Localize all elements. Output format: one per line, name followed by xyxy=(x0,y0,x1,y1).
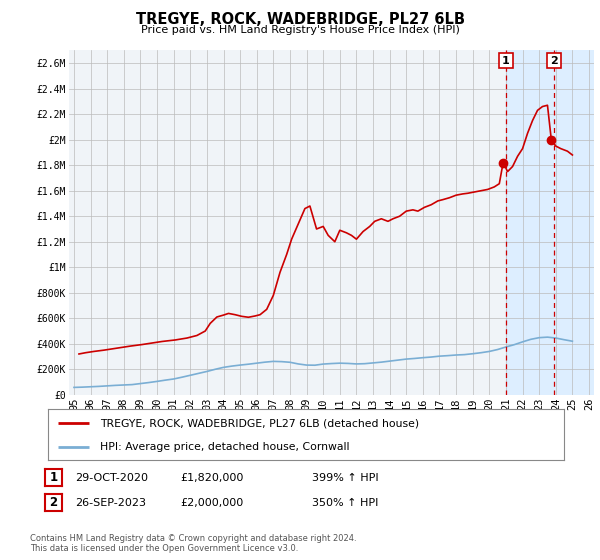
Bar xyxy=(506,50,594,395)
Text: £2,000,000: £2,000,000 xyxy=(180,498,243,508)
Text: TREGYE, ROCK, WADEBRIDGE, PL27 6LB (detached house): TREGYE, ROCK, WADEBRIDGE, PL27 6LB (deta… xyxy=(100,418,419,428)
Text: 350% ↑ HPI: 350% ↑ HPI xyxy=(312,498,379,508)
Text: 1: 1 xyxy=(502,55,510,66)
Text: This data is licensed under the Open Government Licence v3.0.: This data is licensed under the Open Gov… xyxy=(30,544,298,553)
Text: 399% ↑ HPI: 399% ↑ HPI xyxy=(312,473,379,483)
Text: £1,820,000: £1,820,000 xyxy=(180,473,244,483)
Text: Contains HM Land Registry data © Crown copyright and database right 2024.: Contains HM Land Registry data © Crown c… xyxy=(30,534,356,543)
Text: 26-SEP-2023: 26-SEP-2023 xyxy=(75,498,146,508)
Text: 1: 1 xyxy=(49,471,58,484)
Text: Price paid vs. HM Land Registry's House Price Index (HPI): Price paid vs. HM Land Registry's House … xyxy=(140,25,460,35)
Text: HPI: Average price, detached house, Cornwall: HPI: Average price, detached house, Corn… xyxy=(100,442,349,452)
Text: 29-OCT-2020: 29-OCT-2020 xyxy=(75,473,148,483)
Text: TREGYE, ROCK, WADEBRIDGE, PL27 6LB: TREGYE, ROCK, WADEBRIDGE, PL27 6LB xyxy=(136,12,464,27)
Text: 2: 2 xyxy=(49,496,58,510)
Text: 2: 2 xyxy=(550,55,558,66)
